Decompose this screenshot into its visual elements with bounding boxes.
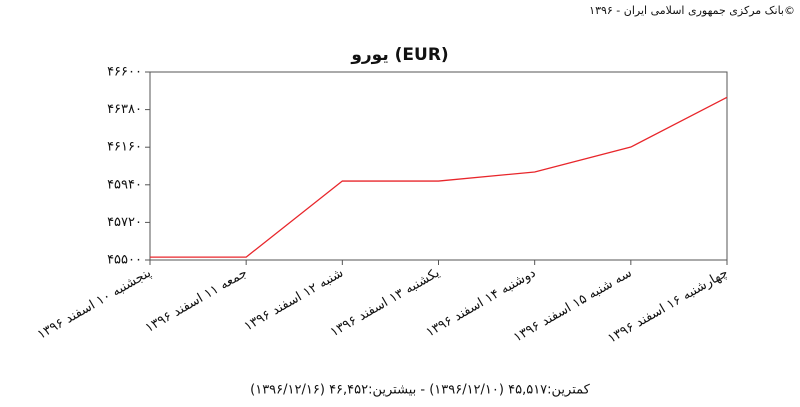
x-tick-label: شنبه ۱۲ اسفند ۱۳۹۶ (242, 266, 346, 335)
plot-frame (149, 71, 728, 261)
summary: کمترین:۴۵,۵۱۷ (۱۳۹۶/۱۲/۱۰) - بیشترین:۴۶,… (250, 383, 591, 398)
y-tick-label: ۴۵۷۲۰ (107, 215, 142, 230)
x-tick-label: پنجشنبه ۱۰ اسفند ۱۳۹۶ (35, 265, 154, 342)
y-tick-label: ۴۶۶۰۰ (107, 65, 142, 80)
x-tick-label: جمعه ۱۱ اسفند ۱۳۹۶ (143, 266, 250, 336)
source: بانک مرکزی جمهوری اسلامی ایران - ۱۳۹۶© (589, 4, 795, 17)
line (150, 96, 728, 258)
y-tick-label: ۴۵۹۴۰ (107, 177, 142, 192)
y-tick-label: ۴۶۱۶۰ (107, 140, 142, 155)
chart-title: یورو (EUR) (350, 45, 448, 65)
y-tick-label: ۴۶۳۸۰ (107, 102, 142, 117)
y-tick-label: ۴۵۵۰۰ (107, 253, 142, 268)
